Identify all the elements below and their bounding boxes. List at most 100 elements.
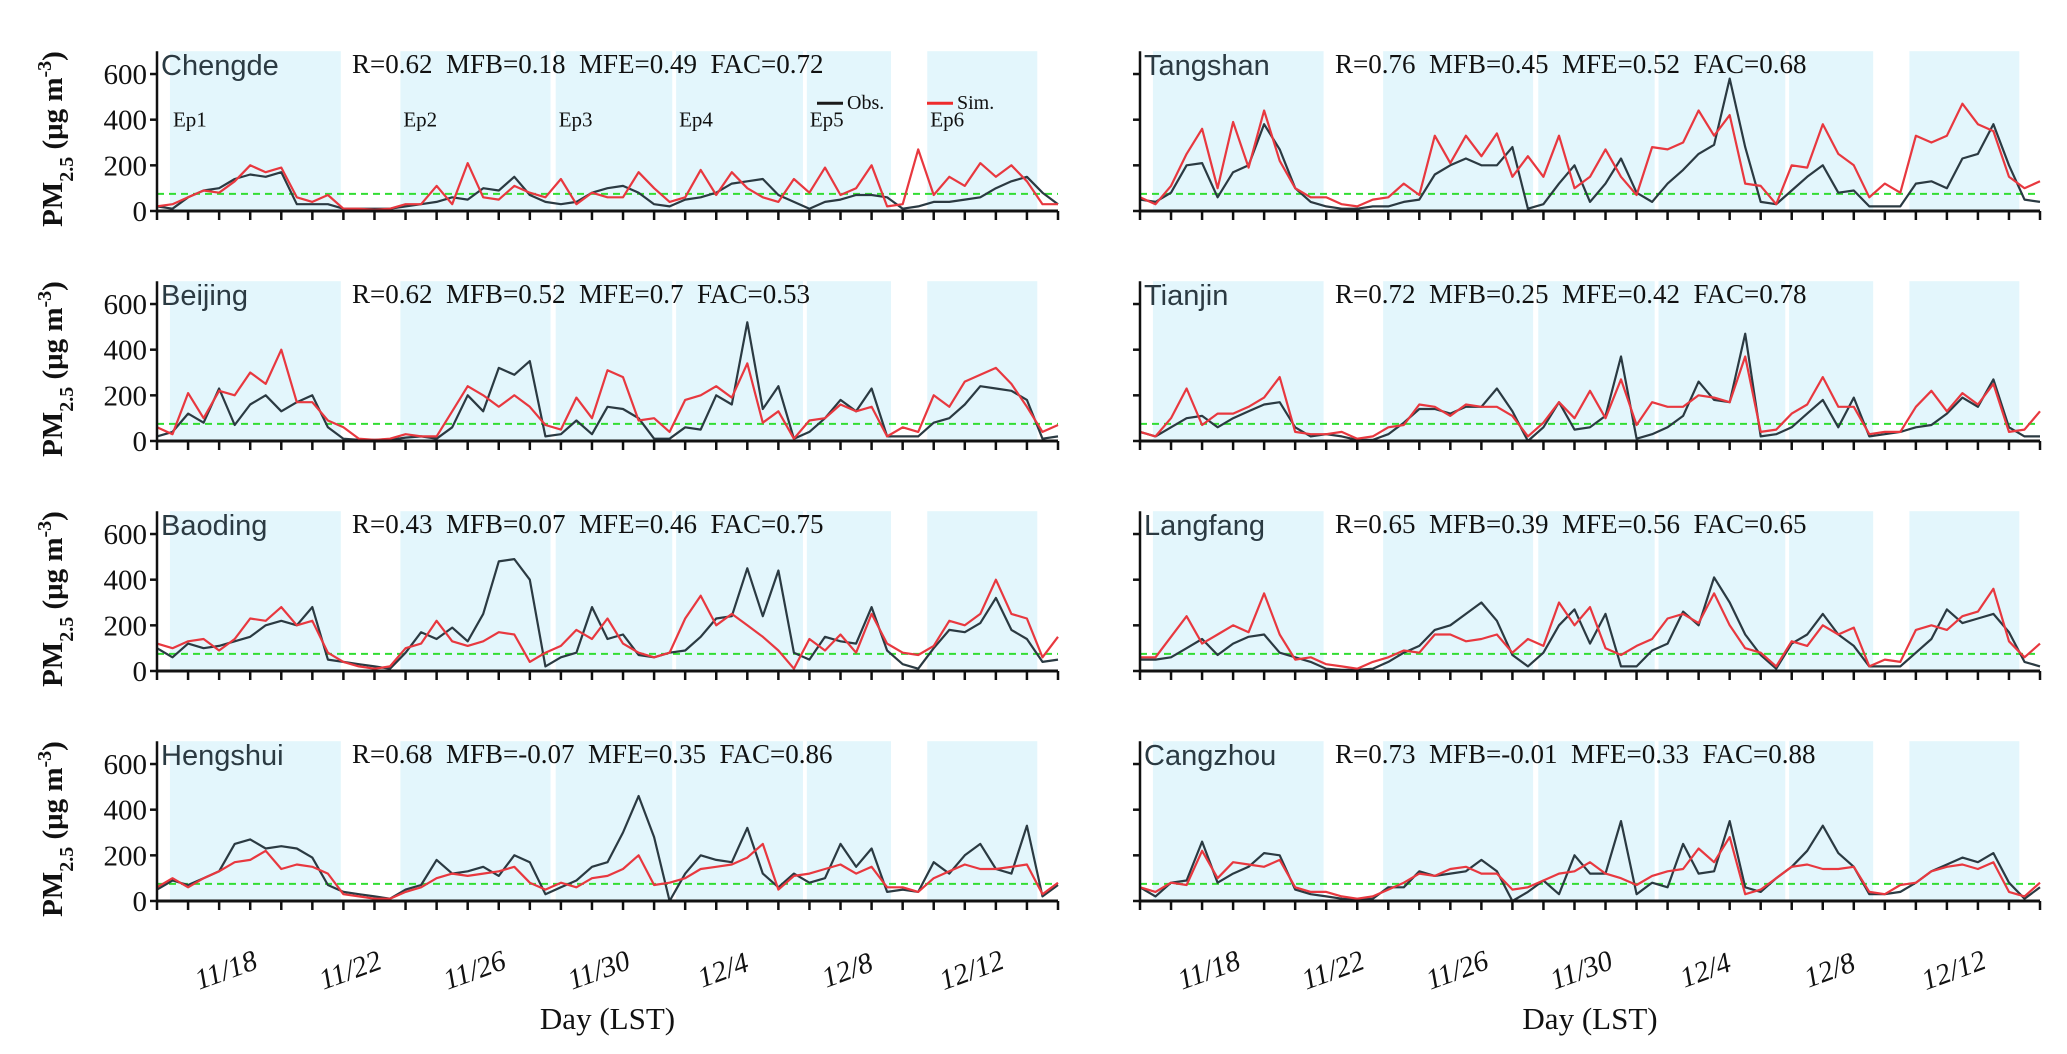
- episode-shading-ep6: [927, 281, 1038, 441]
- episode-shading-ep4: [676, 51, 803, 211]
- episode-shading-ep6: [1909, 281, 2020, 441]
- y-label-main: PM: [37, 412, 69, 457]
- episode-shading-ep1: [1152, 741, 1324, 901]
- site-stats: R=0.62 MFB=0.52 MFE=0.7 FAC=0.53: [352, 279, 810, 309]
- y-label-main: PM: [37, 182, 69, 227]
- series-sim-line: [1140, 587, 2041, 670]
- panel-beijing: 0 200 400 600 PM2.5 (μg m-3) Beijing R=0.62 MF…: [34, 279, 1060, 458]
- site-stats: R=0.68 MFB=-0.07 MFE=0.35 FAC=0.86: [352, 739, 832, 769]
- y-tick-label: 0: [133, 426, 148, 458]
- series-sim-line: [1139, 355, 2041, 440]
- x-tick-label: 11/26: [1422, 944, 1493, 996]
- legend-label: Sim.: [957, 92, 994, 114]
- y-label-sub: 2.5: [56, 617, 78, 642]
- series-sim-line: [156, 578, 1059, 670]
- x-tick-label: 11/30: [1546, 944, 1617, 996]
- episode-label: Ep1: [173, 108, 207, 132]
- y-label-unit_close: ): [37, 281, 69, 291]
- episode-shading-ep4: [1658, 281, 1786, 441]
- episode-shading-ep2: [1383, 741, 1534, 901]
- y-label-main: PM: [37, 872, 69, 917]
- episode-shading-ep3: [555, 51, 673, 211]
- series-sim-line: [1139, 102, 2041, 208]
- site-name: Baoding: [161, 510, 267, 542]
- episode-shading-ep2: [400, 281, 551, 441]
- episode-shading-ep1: [169, 51, 341, 211]
- x-tick-label: 11/18: [191, 944, 262, 996]
- y-axis-label: PM2.5 (μg m-3): [34, 511, 78, 687]
- site-stats: R=0.72 MFB=0.25 MFE=0.42 FAC=0.78: [1335, 279, 1807, 309]
- y-axis-label: PM2.5 (μg m-3): [34, 281, 78, 457]
- y-label-unit_close: ): [37, 741, 69, 751]
- site-stats: R=0.73 MFB=-0.01 MFE=0.33 FAC=0.88: [1335, 739, 1815, 769]
- y-label-unit_close: ): [37, 51, 69, 61]
- episode-shading-ep3: [555, 511, 673, 671]
- series-sim-line: [1139, 835, 2041, 900]
- y-label-unit_close: ): [37, 511, 69, 521]
- x-tick-label: 12/8: [818, 947, 878, 995]
- y-label-unit_open: (μg m: [37, 77, 69, 156]
- episode-shading-ep1: [169, 281, 341, 441]
- series-obs-line: [1139, 77, 2041, 210]
- episode-shading-ep2: [1383, 51, 1534, 211]
- episode-shading-ep5: [806, 281, 892, 441]
- episode-shading-ep6: [1909, 51, 2020, 211]
- x-axis-label: Day (LST): [1522, 1001, 1657, 1036]
- y-tick-label: 0: [133, 886, 148, 918]
- series-sim-line: [156, 842, 1059, 900]
- y-tick-label: 400: [104, 105, 148, 137]
- episode-shading-ep4: [1658, 741, 1786, 901]
- episode-shading-ep6: [1909, 511, 2020, 671]
- site-name: Tangshan: [1144, 50, 1270, 82]
- series-obs-line: [1140, 576, 2041, 672]
- panel-langfang: Langfang R=0.65 MFB=0.39 MFE=0.56 FAC=0.6…: [1133, 509, 2042, 680]
- y-label-sub: 2.5: [56, 847, 78, 872]
- y-tick-label: 200: [104, 380, 148, 412]
- x-tick-label: 11/22: [1298, 945, 1369, 997]
- y-label-sub: 2.5: [56, 387, 78, 412]
- y-label-sub: 2.5: [56, 157, 78, 182]
- y-axis-label: PM2.5 (μg m-3): [34, 741, 78, 917]
- site-name: Cangzhou: [1144, 740, 1276, 772]
- y-tick-label: 600: [104, 749, 148, 781]
- y-label-main: PM: [37, 642, 69, 687]
- y-label-sup: -3: [34, 521, 56, 538]
- y-tick-label: 200: [104, 150, 148, 182]
- episode-shading-ep3: [555, 281, 673, 441]
- series-obs-line: [156, 557, 1059, 670]
- episode-shading-ep6: [927, 51, 1038, 211]
- episode-shading-ep5: [806, 51, 892, 211]
- panel-baoding: 0 200 400 600 PM2.5 (μg m-3) Baoding R=0.43 MF…: [34, 509, 1060, 688]
- site-name: Tianjin: [1144, 280, 1228, 312]
- site-name: Chengde: [161, 50, 279, 82]
- site-stats: R=0.62 MFB=0.18 MFE=0.49 FAC=0.72: [352, 49, 824, 79]
- legend-label: Obs.: [847, 92, 884, 114]
- panel-tangshan: Tangshan R=0.76 MFB=0.45 MFE=0.52 FAC=0.6…: [1133, 49, 2042, 220]
- x-tick-label: 12/4: [693, 947, 752, 995]
- y-tick-label: 400: [104, 565, 148, 597]
- x-tick-label: 11/26: [439, 944, 510, 996]
- site-name: Beijing: [161, 280, 248, 312]
- y-tick-label: 600: [104, 289, 148, 321]
- y-label-sup: -3: [34, 61, 56, 78]
- y-label-unit_open: (μg m: [37, 307, 69, 386]
- x-tick-label: 12/4: [1676, 947, 1735, 995]
- site-stats: R=0.65 MFB=0.39 MFE=0.56 FAC=0.65: [1335, 509, 1807, 539]
- y-tick-label: 0: [133, 656, 148, 688]
- y-tick-label: 600: [104, 59, 148, 91]
- x-tick-label: 11/30: [563, 944, 634, 996]
- episode-shading-ep6: [1909, 741, 2020, 901]
- episode-shading-ep6: [927, 741, 1038, 901]
- site-stats: R=0.76 MFB=0.45 MFE=0.52 FAC=0.68: [1335, 49, 1807, 79]
- y-tick-label: 200: [104, 610, 148, 642]
- episode-shading-ep4: [1658, 51, 1786, 211]
- episode-label: Ep5: [810, 108, 844, 132]
- panel-hengshui: 0 200 400 600 PM2.5 (μg m-3) Hengshui R=0.68 M…: [34, 739, 1060, 1036]
- x-tick-label: 12/8: [1800, 947, 1860, 995]
- series-obs-line: [156, 794, 1059, 903]
- episode-shading-ep1: [1152, 51, 1324, 211]
- episode-shading-ep4: [676, 741, 803, 901]
- site-stats: R=0.43 MFB=0.07 MFE=0.46 FAC=0.75: [352, 509, 824, 539]
- series-sim-line: [156, 148, 1058, 211]
